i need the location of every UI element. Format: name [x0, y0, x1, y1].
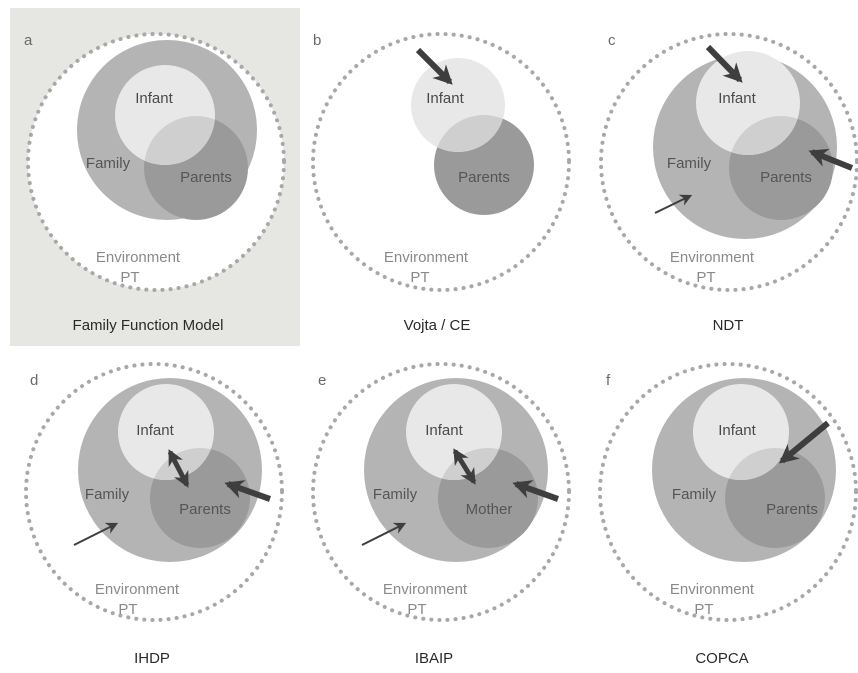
environment-label: Environment	[383, 581, 468, 598]
parents-label: Parents	[458, 169, 510, 186]
family-label: Family	[672, 486, 717, 503]
infant-label: Infant	[718, 90, 756, 107]
environment-label: Environment	[96, 249, 181, 266]
parents-label: Parents	[179, 501, 231, 518]
panel-b: b Infant Parents Environment PT Vojta / …	[311, 32, 571, 334]
arrow-to-parents	[808, 148, 854, 171]
environment-label: Environment	[670, 581, 755, 598]
arrow-to-family	[73, 522, 119, 546]
arrow-to-mother	[512, 480, 560, 502]
infant-label: Infant	[136, 422, 174, 439]
arrow-to-overlap	[779, 420, 830, 464]
pt-label: PT	[410, 269, 429, 286]
parents-label: Parents	[760, 169, 812, 186]
environment-label: Environment	[95, 581, 180, 598]
overlap-region	[144, 116, 215, 165]
parents-label: Parents	[766, 501, 818, 518]
panel-letter: f	[606, 372, 611, 389]
panel-f: f Infant Family Parents Environment PT C…	[598, 362, 858, 667]
panel-letter: b	[313, 32, 321, 49]
panel-d: d Infant Family Parents Environment PT I…	[24, 362, 284, 667]
environment-label: Environment	[670, 249, 755, 266]
family-label: Family	[667, 155, 712, 172]
panel-caption: Vojta / CE	[404, 317, 471, 334]
panel-e: e Infant Family Mother Environment PT IB…	[311, 362, 571, 667]
panel-caption: IHDP	[134, 650, 170, 667]
arrow-to-infant	[415, 47, 453, 85]
mother-label: Mother	[466, 501, 513, 518]
family-label: Family	[85, 486, 130, 503]
double-arrow-infant-mother	[452, 448, 477, 485]
panel-caption: COPCA	[695, 650, 748, 667]
panel-c: c Infant Family Parents Environment PT N…	[599, 32, 858, 334]
overlap-region	[725, 448, 789, 480]
arrow-to-family	[654, 194, 693, 214]
double-arrow-infant-parents	[167, 449, 190, 488]
arrow-to-family	[361, 522, 407, 546]
family-label: Family	[86, 155, 131, 172]
pt-label: PT	[696, 269, 715, 286]
panel-caption: Family Function Model	[73, 317, 224, 334]
panel-letter: e	[318, 372, 326, 389]
parents-label: Parents	[180, 169, 232, 186]
panel-letter: d	[30, 372, 38, 389]
infant-label: Infant	[135, 90, 173, 107]
pt-label: PT	[118, 601, 137, 618]
pt-label: PT	[120, 269, 139, 286]
panel-caption: NDT	[713, 317, 744, 334]
family-label: Family	[373, 486, 418, 503]
pt-label: PT	[694, 601, 713, 618]
panel-a: a Infant Family Parents Environment PT F…	[24, 32, 286, 334]
environment-label: Environment	[384, 249, 469, 266]
overlap-region	[729, 116, 800, 155]
infant-label: Infant	[425, 422, 463, 439]
panel-letter: c	[608, 32, 616, 49]
overlap-region	[434, 115, 505, 152]
panel-letter: a	[24, 32, 33, 49]
pt-label: PT	[407, 601, 426, 618]
arrow-to-parents	[224, 480, 272, 502]
infant-label: Infant	[718, 422, 756, 439]
arrow-to-infant	[705, 44, 743, 83]
infant-label: Infant	[426, 90, 464, 107]
panel-caption: IBAIP	[415, 650, 453, 667]
